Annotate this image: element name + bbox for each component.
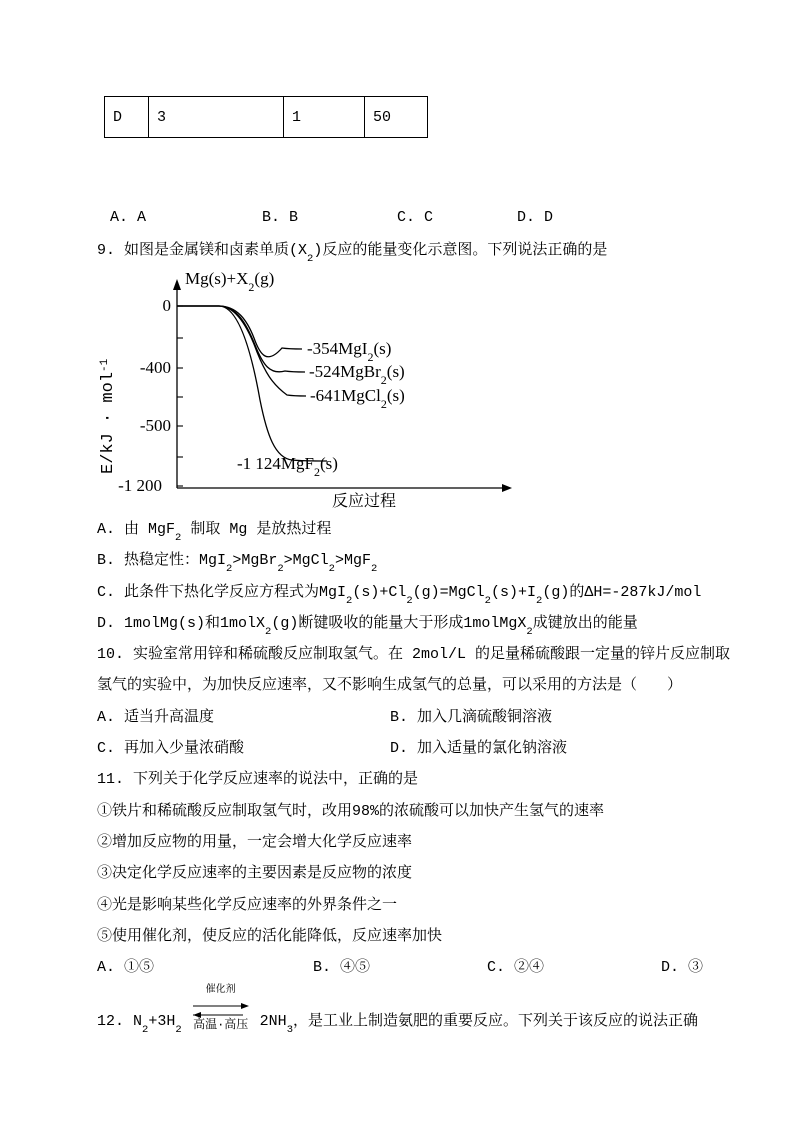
svg-text:-1 200: -1 200 bbox=[118, 476, 162, 495]
svg-text:-500: -500 bbox=[140, 416, 171, 435]
svg-text:-400: -400 bbox=[140, 358, 171, 377]
svg-text:-1 124MgF2(s): -1 124MgF2(s) bbox=[237, 454, 338, 479]
svg-text:-354MgI2(s): -354MgI2(s) bbox=[307, 339, 391, 364]
svg-text:-524MgBr2(s): -524MgBr2(s) bbox=[309, 362, 405, 387]
svg-text:Mg(s)+X2(g): Mg(s)+X2(g) bbox=[185, 269, 274, 294]
svg-text:-641MgCl2(s): -641MgCl2(s) bbox=[310, 386, 405, 411]
svg-text:0: 0 bbox=[163, 296, 172, 315]
